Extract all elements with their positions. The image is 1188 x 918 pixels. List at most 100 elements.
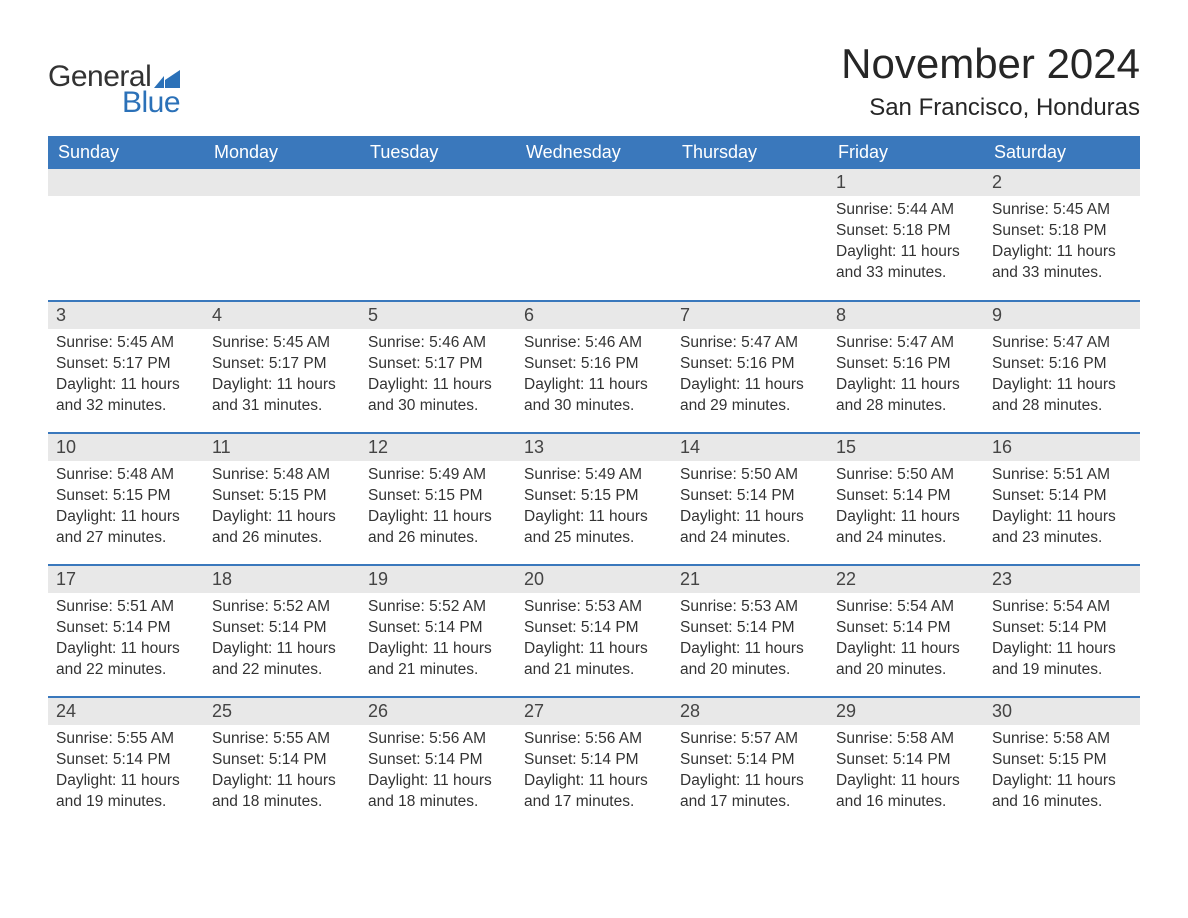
weekday-header: Thursday — [672, 136, 828, 169]
sunset-text: Sunset: 5:16 PM — [680, 354, 820, 375]
page-header: General Blue November 2024 San Francisco… — [48, 40, 1140, 122]
daylight-text-line1: Daylight: 11 hours — [680, 639, 820, 660]
sunrise-text: Sunrise: 5:55 AM — [212, 729, 352, 750]
sunrise-text: Sunrise: 5:47 AM — [680, 333, 820, 354]
daylight-text-line1: Daylight: 11 hours — [680, 507, 820, 528]
sunrise-text: Sunrise: 5:51 AM — [992, 465, 1132, 486]
day-details: Sunrise: 5:58 AMSunset: 5:15 PMDaylight:… — [984, 725, 1140, 817]
sunrise-text: Sunrise: 5:54 AM — [836, 597, 976, 618]
day-number: 1 — [828, 169, 984, 196]
weekday-header: Friday — [828, 136, 984, 169]
calendar-day-cell — [360, 169, 516, 301]
daylight-text-line2: and 33 minutes. — [836, 263, 976, 284]
day-number: 23 — [984, 566, 1140, 593]
daylight-text-line1: Daylight: 11 hours — [56, 507, 196, 528]
sunrise-text: Sunrise: 5:47 AM — [836, 333, 976, 354]
day-details: Sunrise: 5:46 AMSunset: 5:17 PMDaylight:… — [360, 329, 516, 421]
day-number-empty — [672, 169, 828, 196]
day-number: 30 — [984, 698, 1140, 725]
sunset-text: Sunset: 5:17 PM — [212, 354, 352, 375]
logo-word-blue: Blue — [122, 86, 180, 120]
sunset-text: Sunset: 5:15 PM — [56, 486, 196, 507]
day-details: Sunrise: 5:47 AMSunset: 5:16 PMDaylight:… — [984, 329, 1140, 421]
day-details: Sunrise: 5:56 AMSunset: 5:14 PMDaylight:… — [516, 725, 672, 817]
calendar-week-row: 17Sunrise: 5:51 AMSunset: 5:14 PMDayligh… — [48, 565, 1140, 697]
calendar-day-cell: 28Sunrise: 5:57 AMSunset: 5:14 PMDayligh… — [672, 697, 828, 829]
daylight-text-line1: Daylight: 11 hours — [524, 507, 664, 528]
calendar-week-row: 10Sunrise: 5:48 AMSunset: 5:15 PMDayligh… — [48, 433, 1140, 565]
calendar-week-row: 1Sunrise: 5:44 AMSunset: 5:18 PMDaylight… — [48, 169, 1140, 301]
day-details: Sunrise: 5:51 AMSunset: 5:14 PMDaylight:… — [48, 593, 204, 685]
day-number: 2 — [984, 169, 1140, 196]
daylight-text-line1: Daylight: 11 hours — [836, 507, 976, 528]
day-details: Sunrise: 5:50 AMSunset: 5:14 PMDaylight:… — [672, 461, 828, 553]
calendar-day-cell — [48, 169, 204, 301]
daylight-text-line2: and 20 minutes. — [680, 660, 820, 681]
sunset-text: Sunset: 5:14 PM — [836, 618, 976, 639]
day-details: Sunrise: 5:54 AMSunset: 5:14 PMDaylight:… — [828, 593, 984, 685]
sunset-text: Sunset: 5:14 PM — [836, 486, 976, 507]
day-details: Sunrise: 5:44 AMSunset: 5:18 PMDaylight:… — [828, 196, 984, 288]
daylight-text-line1: Daylight: 11 hours — [680, 375, 820, 396]
daylight-text-line2: and 16 minutes. — [992, 792, 1132, 813]
sunrise-text: Sunrise: 5:48 AM — [212, 465, 352, 486]
day-number: 24 — [48, 698, 204, 725]
daylight-text-line2: and 24 minutes. — [836, 528, 976, 549]
calendar-body: 1Sunrise: 5:44 AMSunset: 5:18 PMDaylight… — [48, 169, 1140, 829]
calendar-day-cell: 8Sunrise: 5:47 AMSunset: 5:16 PMDaylight… — [828, 301, 984, 433]
daylight-text-line1: Daylight: 11 hours — [992, 771, 1132, 792]
daylight-text-line2: and 22 minutes. — [56, 660, 196, 681]
daylight-text-line1: Daylight: 11 hours — [992, 242, 1132, 263]
day-number: 4 — [204, 302, 360, 329]
calendar-day-cell: 10Sunrise: 5:48 AMSunset: 5:15 PMDayligh… — [48, 433, 204, 565]
weekday-header: Wednesday — [516, 136, 672, 169]
sunrise-text: Sunrise: 5:45 AM — [212, 333, 352, 354]
day-body-empty — [516, 196, 672, 276]
day-body-empty — [48, 196, 204, 276]
daylight-text-line1: Daylight: 11 hours — [368, 507, 508, 528]
sunset-text: Sunset: 5:16 PM — [524, 354, 664, 375]
sunrise-text: Sunrise: 5:46 AM — [368, 333, 508, 354]
day-number: 12 — [360, 434, 516, 461]
calendar-week-row: 24Sunrise: 5:55 AMSunset: 5:14 PMDayligh… — [48, 697, 1140, 829]
day-details: Sunrise: 5:45 AMSunset: 5:18 PMDaylight:… — [984, 196, 1140, 288]
calendar-day-cell: 27Sunrise: 5:56 AMSunset: 5:14 PMDayligh… — [516, 697, 672, 829]
day-number: 13 — [516, 434, 672, 461]
calendar-day-cell: 15Sunrise: 5:50 AMSunset: 5:14 PMDayligh… — [828, 433, 984, 565]
sunset-text: Sunset: 5:14 PM — [212, 750, 352, 771]
calendar-page: General Blue November 2024 San Francisco… — [0, 0, 1188, 877]
daylight-text-line1: Daylight: 11 hours — [836, 375, 976, 396]
daylight-text-line1: Daylight: 11 hours — [368, 639, 508, 660]
daylight-text-line1: Daylight: 11 hours — [212, 507, 352, 528]
sunset-text: Sunset: 5:14 PM — [836, 750, 976, 771]
calendar-day-cell: 9Sunrise: 5:47 AMSunset: 5:16 PMDaylight… — [984, 301, 1140, 433]
calendar-day-cell: 14Sunrise: 5:50 AMSunset: 5:14 PMDayligh… — [672, 433, 828, 565]
sunset-text: Sunset: 5:14 PM — [992, 486, 1132, 507]
sunset-text: Sunset: 5:14 PM — [524, 750, 664, 771]
day-number: 29 — [828, 698, 984, 725]
daylight-text-line1: Daylight: 11 hours — [56, 639, 196, 660]
sunrise-text: Sunrise: 5:49 AM — [368, 465, 508, 486]
daylight-text-line1: Daylight: 11 hours — [992, 507, 1132, 528]
sunrise-text: Sunrise: 5:51 AM — [56, 597, 196, 618]
brand-logo: General Blue — [48, 40, 180, 120]
sunset-text: Sunset: 5:15 PM — [368, 486, 508, 507]
day-number: 8 — [828, 302, 984, 329]
day-number-empty — [204, 169, 360, 196]
calendar-day-cell: 4Sunrise: 5:45 AMSunset: 5:17 PMDaylight… — [204, 301, 360, 433]
sunrise-text: Sunrise: 5:44 AM — [836, 200, 976, 221]
day-details: Sunrise: 5:47 AMSunset: 5:16 PMDaylight:… — [828, 329, 984, 421]
day-details: Sunrise: 5:49 AMSunset: 5:15 PMDaylight:… — [360, 461, 516, 553]
daylight-text-line1: Daylight: 11 hours — [992, 375, 1132, 396]
day-details: Sunrise: 5:48 AMSunset: 5:15 PMDaylight:… — [48, 461, 204, 553]
sunset-text: Sunset: 5:15 PM — [212, 486, 352, 507]
day-number: 16 — [984, 434, 1140, 461]
sunset-text: Sunset: 5:14 PM — [56, 750, 196, 771]
day-number: 5 — [360, 302, 516, 329]
sunrise-text: Sunrise: 5:45 AM — [56, 333, 196, 354]
daylight-text-line2: and 28 minutes. — [992, 396, 1132, 417]
day-details: Sunrise: 5:54 AMSunset: 5:14 PMDaylight:… — [984, 593, 1140, 685]
sunrise-text: Sunrise: 5:55 AM — [56, 729, 196, 750]
daylight-text-line2: and 22 minutes. — [212, 660, 352, 681]
sunset-text: Sunset: 5:17 PM — [56, 354, 196, 375]
